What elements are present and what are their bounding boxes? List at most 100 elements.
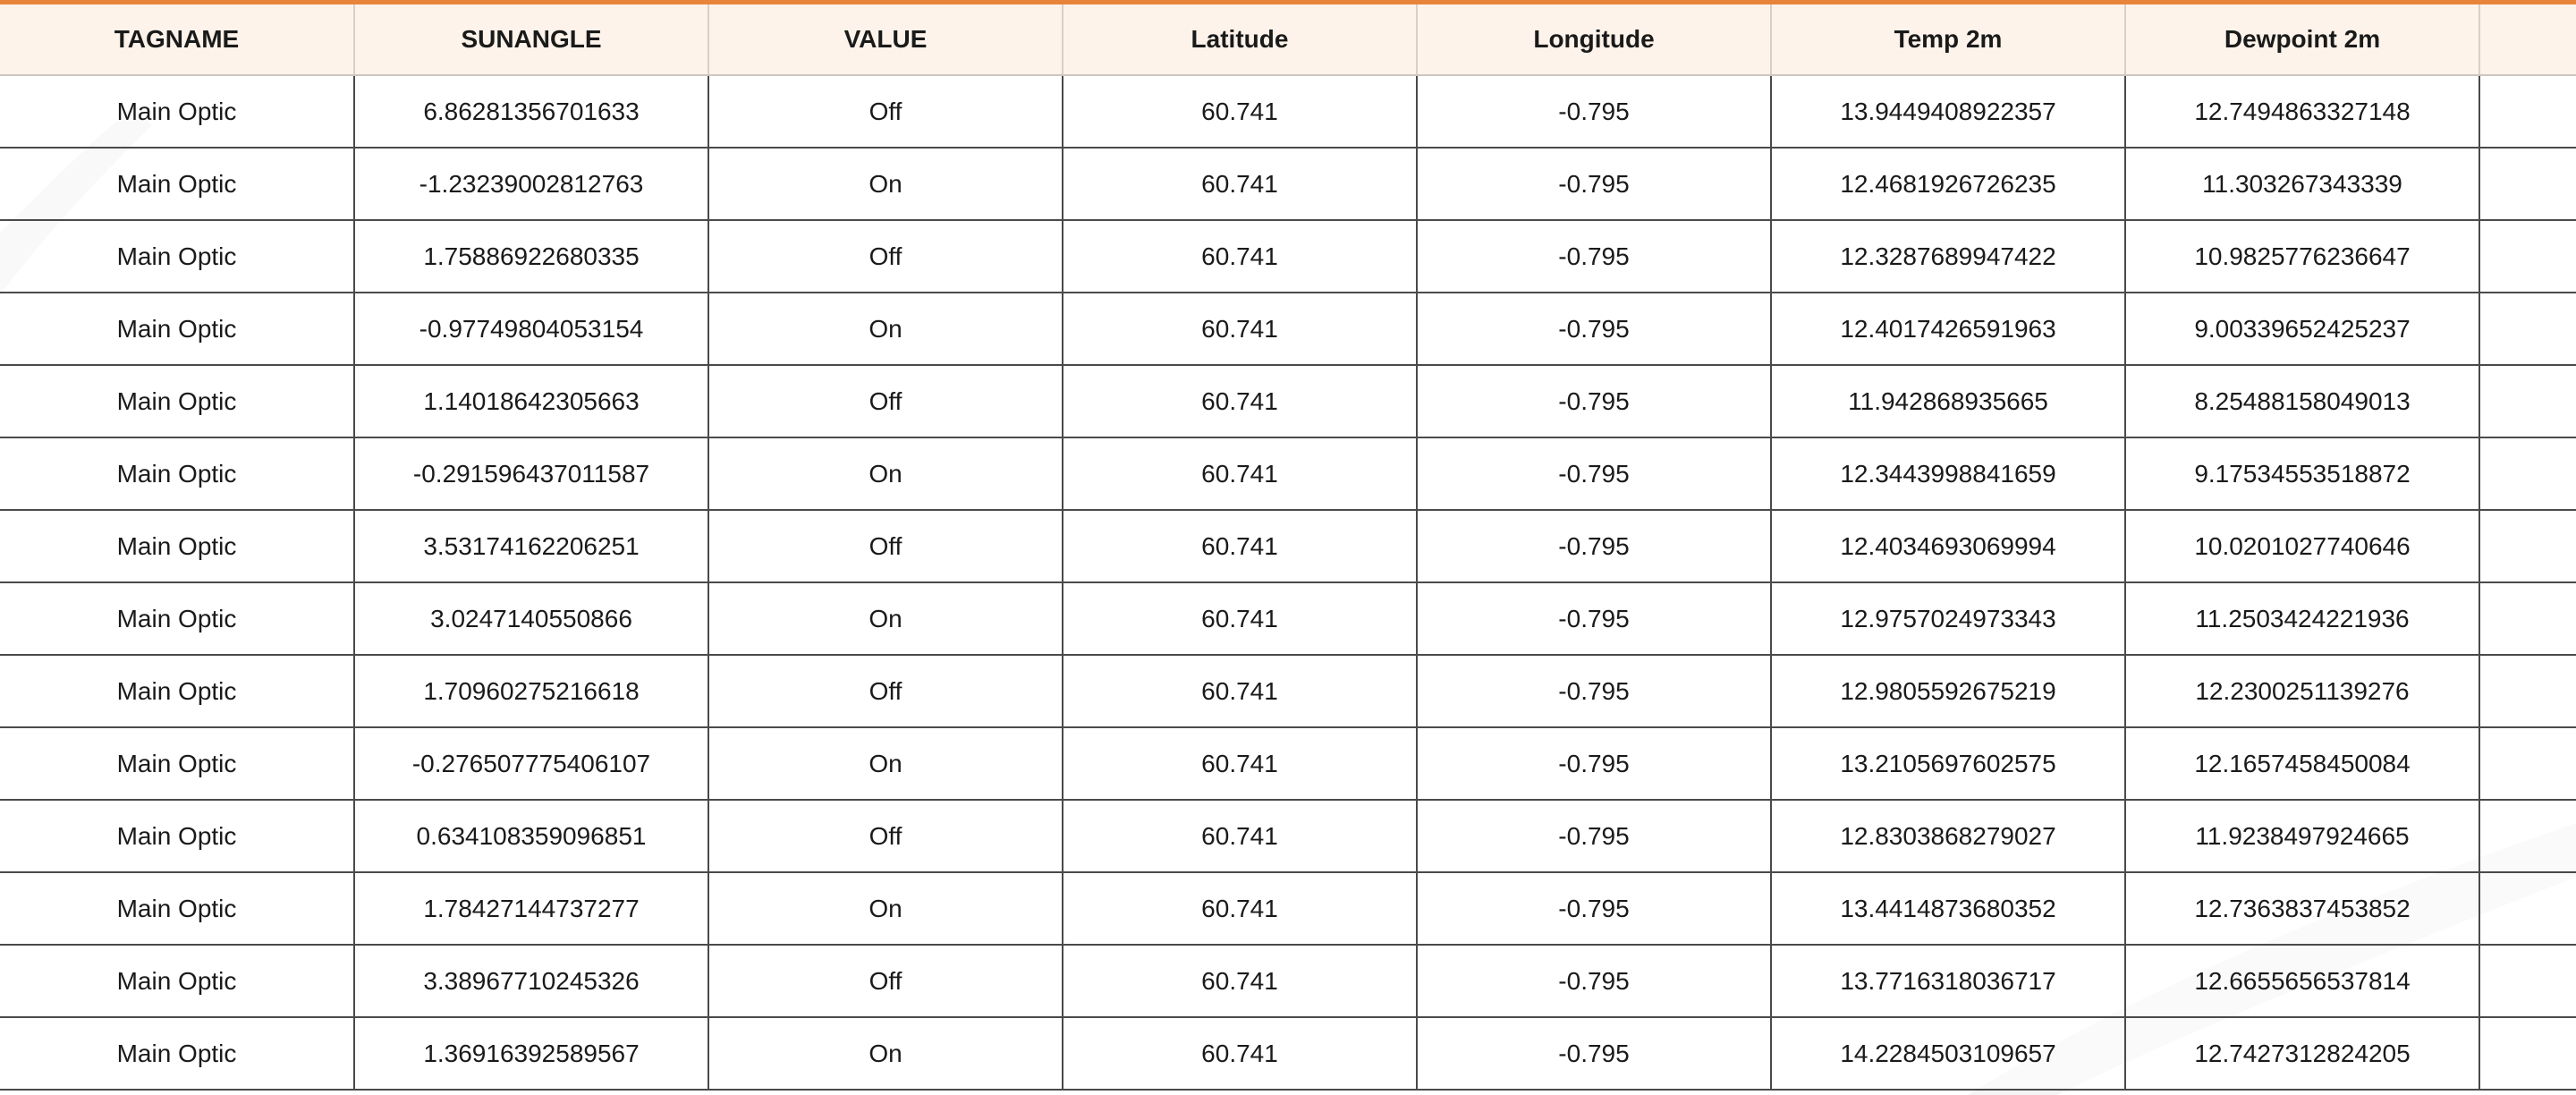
- table-cell-dewpoint-2m: 12.6655656537814: [2125, 945, 2480, 1018]
- table-cell-latitude: 60.741: [1063, 437, 1418, 511]
- table-cell-dewpoint-2m: 8.25488158049013: [2125, 365, 2480, 438]
- table-cell-longitude: -0.795: [1417, 293, 1772, 366]
- table-cell-tagname: Main Optic: [0, 582, 355, 656]
- table-cell-sunangle: 1.36916392589567: [354, 1017, 709, 1091]
- table-cell-next: 10: [2479, 800, 2576, 873]
- column-header-latitude[interactable]: Latitude: [1063, 4, 1418, 76]
- table-cell-latitude: 60.741: [1063, 510, 1418, 583]
- table-cell-next: 10: [2479, 727, 2576, 801]
- table-row[interactable]: Main Optic 1.75886922680335 Off 60.741 -0.79…: [0, 220, 2576, 293]
- table-cell-tagname: Main Optic: [0, 75, 355, 149]
- table-cell-next: 10: [2479, 220, 2576, 293]
- table-cell-dewpoint-2m: 9.17534553518872: [2125, 437, 2480, 511]
- table-row[interactable]: Main Optic 1.14018642305663 Off 60.741 -0.79…: [0, 365, 2576, 438]
- table-cell-temp-2m: 12.4017426591963: [1771, 293, 2126, 366]
- table-cell-temp-2m: 11.942868935665: [1771, 365, 2126, 438]
- table-cell-value: On: [708, 582, 1063, 656]
- table-cell-next: 10: [2479, 148, 2576, 221]
- table-cell-longitude: -0.795: [1417, 800, 1772, 873]
- table-cell-value: On: [708, 148, 1063, 221]
- accent-bar: [0, 0, 2576, 4]
- table-cell-value: On: [708, 727, 1063, 801]
- table-cell-dewpoint-2m: 11.2503424221936: [2125, 582, 2480, 656]
- table-cell-value: On: [708, 872, 1063, 946]
- table-cell-value: Off: [708, 945, 1063, 1018]
- table-cell-dewpoint-2m: 11.9238497924665: [2125, 800, 2480, 873]
- table-cell-tagname: Main Optic: [0, 800, 355, 873]
- table-cell-longitude: -0.795: [1417, 727, 1772, 801]
- table-cell-dewpoint-2m: 9.00339652425237: [2125, 293, 2480, 366]
- table-row[interactable]: Main Optic -0.291596437011587 On 60.741 -0.7…: [0, 437, 2576, 511]
- table-row[interactable]: Main Optic 0.634108359096851 Off 60.741 -0.7…: [0, 800, 2576, 873]
- table-cell-dewpoint-2m: 10.9825776236647: [2125, 220, 2480, 293]
- table-cell-longitude: -0.795: [1417, 365, 1772, 438]
- table-cell-temp-2m: 13.9449408922357: [1771, 75, 2126, 149]
- table-row[interactable]: Main Optic 1.36916392589567 On 60.741 -0.795…: [0, 1017, 2576, 1091]
- column-header-longitude[interactable]: Longitude: [1417, 4, 1772, 76]
- table-row[interactable]: Main Optic 1.78427144737277 On 60.741 -0.795…: [0, 872, 2576, 946]
- table-cell-next: 99: [2479, 655, 2576, 728]
- table-row[interactable]: Main Optic 3.53174162206251 Off 60.741 -0.79…: [0, 510, 2576, 583]
- table-cell-temp-2m: 13.7716318036717: [1771, 945, 2126, 1018]
- table-cell-sunangle: 1.70960275216618: [354, 655, 709, 728]
- table-cell-sunangle: -1.23239002812763: [354, 148, 709, 221]
- table-cell-tagname: Main Optic: [0, 727, 355, 801]
- table-row[interactable]: Main Optic 6.86281356701633 Off 60.741 -0.79…: [0, 75, 2576, 149]
- table-cell-temp-2m: 12.9805592675219: [1771, 655, 2126, 728]
- table-cell-temp-2m: 14.2284503109657: [1771, 1017, 2126, 1091]
- table-cell-sunangle: -0.276507775406107: [354, 727, 709, 801]
- table-cell-value: Off: [708, 655, 1063, 728]
- table-row[interactable]: Main Optic -1.23239002812763 On 60.741 -0.79…: [0, 148, 2576, 221]
- table-row[interactable]: Main Optic 1.70960275216618 Off 60.741 -0.79…: [0, 655, 2576, 728]
- table-row[interactable]: Main Optic 3.38967710245326 Off 60.741 -0.79…: [0, 945, 2576, 1018]
- table-cell-latitude: 60.741: [1063, 727, 1418, 801]
- column-header-value[interactable]: VALUE: [708, 4, 1063, 76]
- table-cell-tagname: Main Optic: [0, 1017, 355, 1091]
- table-cell-temp-2m: 12.4681926726235: [1771, 148, 2126, 221]
- table-cell-value: Off: [708, 365, 1063, 438]
- column-header-sunangle[interactable]: SUNANGLE: [354, 4, 709, 76]
- table-cell-tagname: Main Optic: [0, 293, 355, 366]
- column-header-next[interactable]: [2479, 4, 2576, 76]
- table-cell-value: Off: [708, 510, 1063, 583]
- table-cell-longitude: -0.795: [1417, 220, 1772, 293]
- table-cell-dewpoint-2m: 12.7427312824205: [2125, 1017, 2480, 1091]
- table-cell-sunangle: 3.0247140550866: [354, 582, 709, 656]
- table-cell-value: On: [708, 437, 1063, 511]
- table-cell-latitude: 60.741: [1063, 365, 1418, 438]
- table-cell-longitude: -0.795: [1417, 1017, 1772, 1091]
- table-cell-longitude: -0.795: [1417, 945, 1772, 1018]
- table-cell-next: 10: [2479, 75, 2576, 149]
- table-cell-longitude: -0.795: [1417, 872, 1772, 946]
- table-cell-next: 10: [2479, 293, 2576, 366]
- table-cell-temp-2m: 12.4034693069994: [1771, 510, 2126, 583]
- table-cell-next: 10: [2479, 437, 2576, 511]
- table-cell-value: On: [708, 1017, 1063, 1091]
- table-cell-latitude: 60.741: [1063, 655, 1418, 728]
- table-cell-longitude: -0.795: [1417, 655, 1772, 728]
- table-cell-dewpoint-2m: 12.7363837453852: [2125, 872, 2480, 946]
- table-cell-latitude: 60.741: [1063, 148, 1418, 221]
- table-cell-latitude: 60.741: [1063, 220, 1418, 293]
- table-cell-sunangle: -0.97749804053154: [354, 293, 709, 366]
- table-cell-longitude: -0.795: [1417, 75, 1772, 149]
- table-cell-sunangle: -0.291596437011587: [354, 437, 709, 511]
- table-cell-temp-2m: 12.3443998841659: [1771, 437, 2126, 511]
- table-cell-value: Off: [708, 800, 1063, 873]
- table-cell-dewpoint-2m: 12.7494863327148: [2125, 75, 2480, 149]
- column-header-dewpoint-2m[interactable]: Dewpoint 2m: [2125, 4, 2480, 76]
- table-row[interactable]: Main Optic 3.0247140550866 On 60.741 -0.795 1…: [0, 582, 2576, 656]
- table-row[interactable]: Main Optic -0.97749804053154 On 60.741 -0.79…: [0, 293, 2576, 366]
- table-cell-dewpoint-2m: 10.0201027740646: [2125, 510, 2480, 583]
- table-cell-sunangle: 6.86281356701633: [354, 75, 709, 149]
- table-cell-temp-2m: 13.4414873680352: [1771, 872, 2126, 946]
- table-cell-temp-2m: 12.3287689947422: [1771, 220, 2126, 293]
- column-header-tagname[interactable]: TAGNAME: [0, 4, 355, 76]
- table-cell-temp-2m: 13.2105697602575: [1771, 727, 2126, 801]
- column-header-temp-2m[interactable]: Temp 2m: [1771, 4, 2126, 76]
- table-row[interactable]: Main Optic -0.276507775406107 On 60.741 -0.7…: [0, 727, 2576, 801]
- table-header-row: TAGNAME SUNANGLE VALUE Latitude Longitude Tem…: [0, 4, 2576, 76]
- data-table: TAGNAME SUNANGLE VALUE Latitude Longitude Tem…: [0, 4, 2576, 1091]
- table-cell-tagname: Main Optic: [0, 945, 355, 1018]
- table-body: Main Optic 6.86281356701633 Off 60.741 -0.79…: [0, 75, 2576, 1091]
